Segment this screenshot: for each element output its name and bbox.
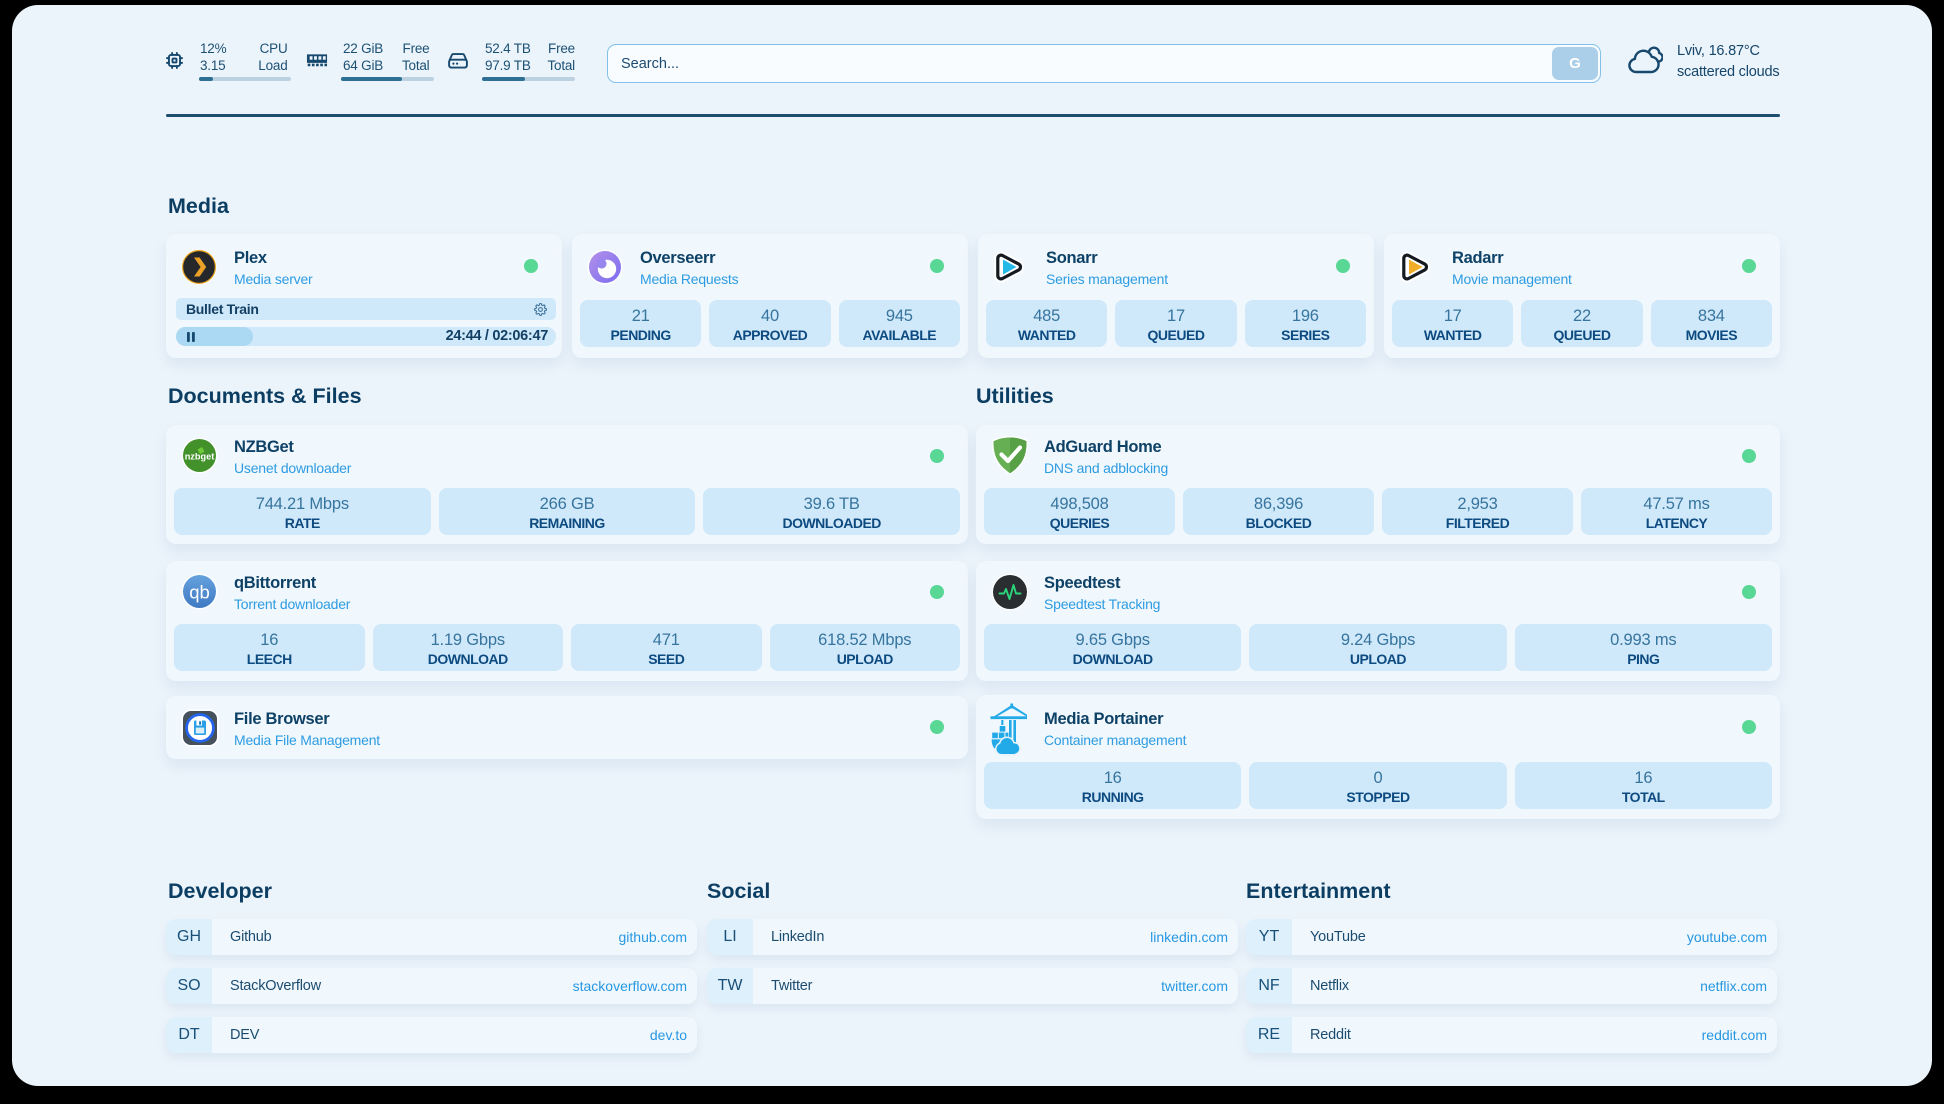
svg-text:nzbget: nzbget: [185, 452, 215, 462]
svg-text:qb: qb: [189, 582, 210, 603]
